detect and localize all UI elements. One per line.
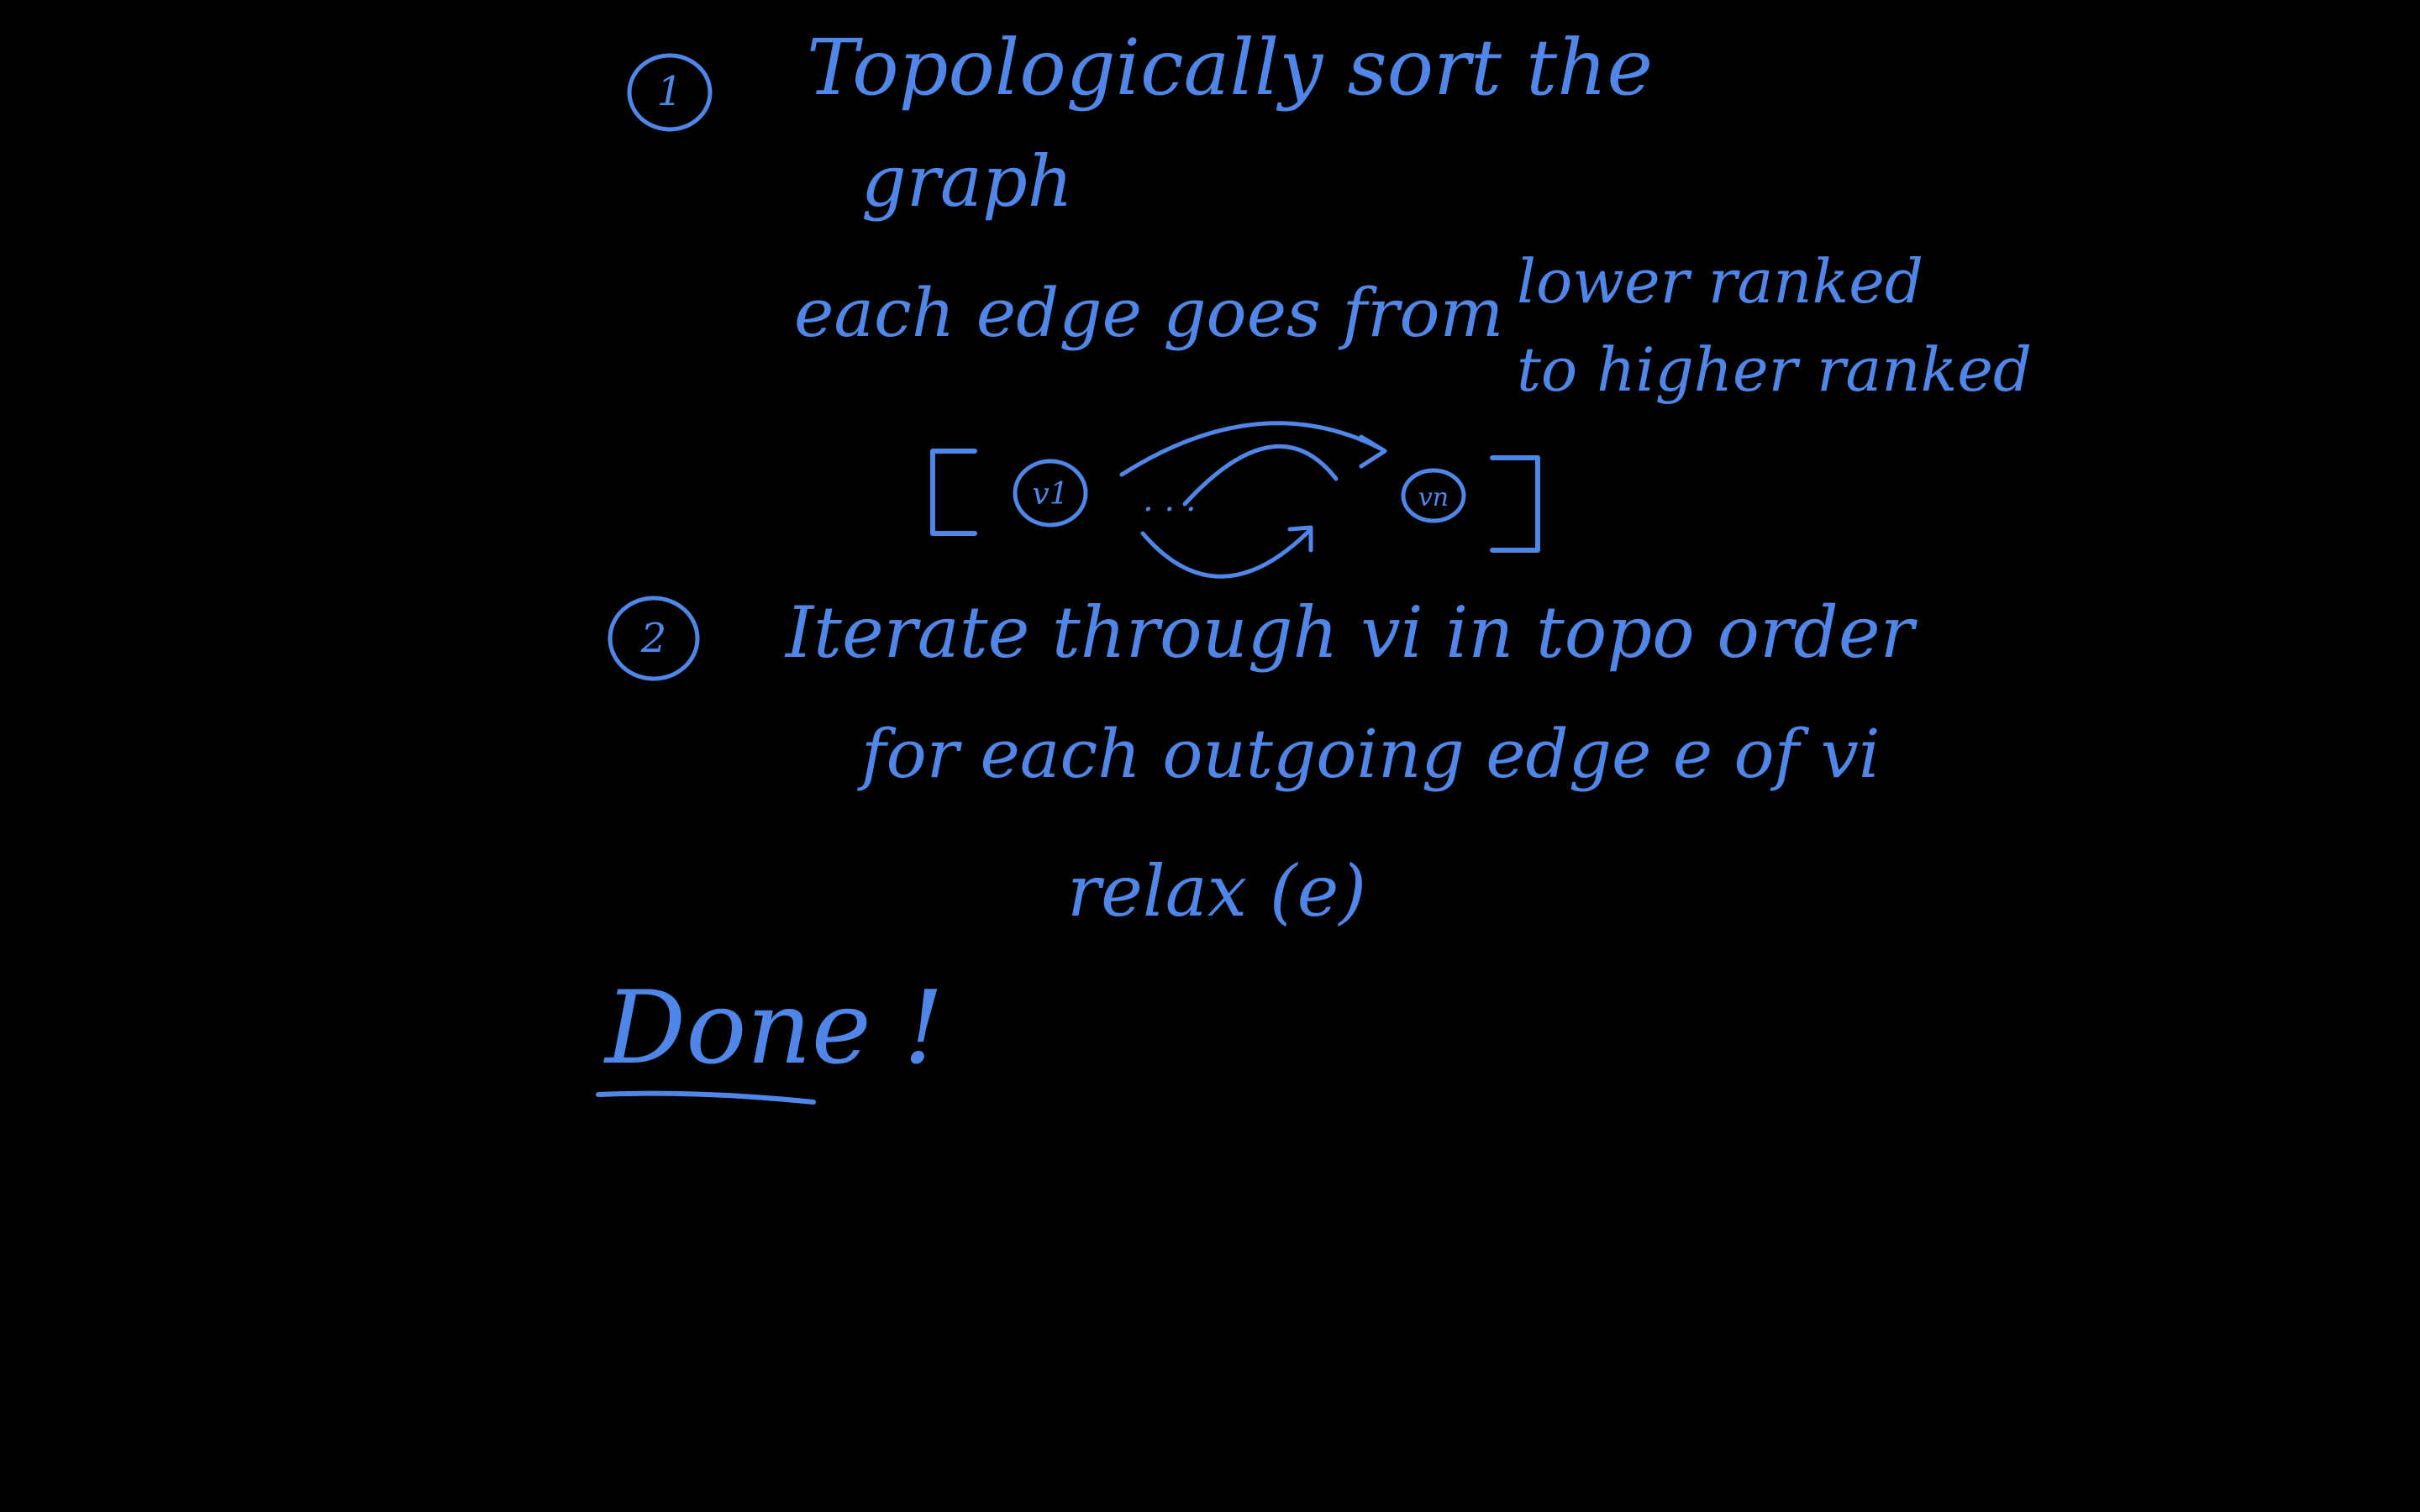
step-1: 1 Topologically sort the graph each edge… xyxy=(627,23,2032,405)
step-1-number-circle xyxy=(627,53,713,132)
edge-arrow-long xyxy=(1119,421,1387,477)
step-1-note-line-1: each edge goes from xyxy=(794,274,1503,352)
step-1-number: 1 xyxy=(657,68,683,115)
done-note: Done ! xyxy=(596,970,944,1105)
done-text: Done ! xyxy=(603,970,944,1087)
node-vn-label: vn xyxy=(1418,483,1449,512)
edge-arrow-mid xyxy=(1182,444,1339,507)
step-1-note-right-1: lower ranked xyxy=(1517,246,1923,317)
step-2-number: 2 xyxy=(640,615,667,662)
step-2-line-3: relax (e) xyxy=(1067,850,1366,932)
node-v1-label: v1 xyxy=(1032,477,1068,512)
step-1-line-1: Topologically sort the xyxy=(807,23,1653,113)
step-1-line-2: graph xyxy=(861,140,1073,223)
node-vn-circle xyxy=(1401,468,1466,523)
step-2-line-2: for each outgoing edge e of vi xyxy=(857,715,1881,793)
step-2: 2 Iterate through vi in topo order for e… xyxy=(608,591,1918,932)
left-bracket xyxy=(930,449,977,536)
step-2-number-circle xyxy=(608,596,700,681)
right-bracket xyxy=(1490,455,1540,553)
done-underline xyxy=(596,1090,816,1105)
edge-arrow-lower xyxy=(1140,525,1313,579)
node-v1-circle xyxy=(1013,459,1088,528)
ellipsis-dots: . . . xyxy=(1143,480,1197,519)
step-2-line-1: Iterate through vi in topo order xyxy=(784,591,1918,674)
topo-order-diagram: v1 vn . . . xyxy=(930,421,1540,579)
step-1-note-right-2: to higher ranked xyxy=(1517,334,2032,405)
